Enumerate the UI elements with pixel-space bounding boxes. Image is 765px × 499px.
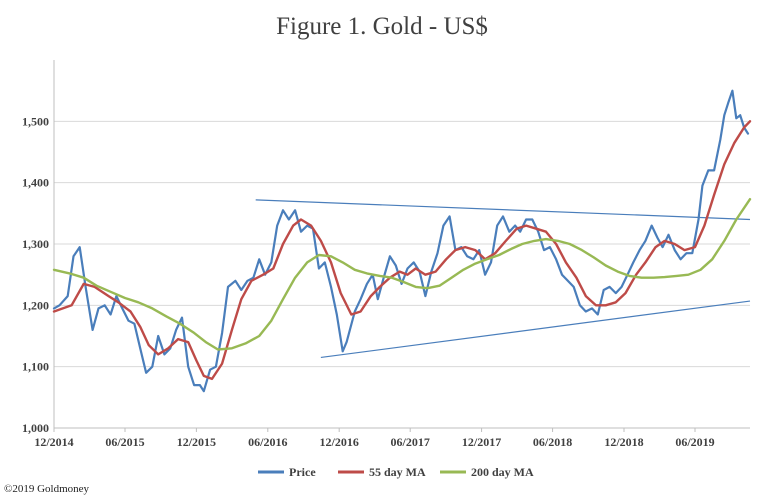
legend: Price 55 day MA 200 day MA	[258, 465, 534, 479]
x-tick-label: 12/2015	[177, 435, 216, 449]
gridlines	[54, 120, 750, 368]
legend-ma200: 200 day MA	[440, 465, 534, 479]
trendlines	[255, 199, 751, 359]
legend-price-label: Price	[289, 465, 316, 479]
data-series	[52, 89, 752, 393]
x-tick-label: 06/2016	[248, 435, 287, 449]
x-tick-label: 06/2017	[391, 435, 430, 449]
legend-ma55-label: 55 day MA	[369, 465, 426, 479]
y-tick-label: 1,300	[22, 237, 49, 251]
lower-trendline	[320, 300, 751, 359]
x-tick-label: 06/2015	[105, 435, 144, 449]
x-tick-label: 12/2017	[462, 435, 501, 449]
y-tick-label: 1,500	[22, 114, 49, 128]
legend-ma200-label: 200 day MA	[471, 465, 534, 479]
axes: 1,000 1,100 1,200 1,300 1,400 1,500 12/2014 06/…	[22, 60, 750, 449]
x-tick-label: 06/2018	[533, 435, 572, 449]
legend-price: Price	[258, 465, 316, 479]
legend-ma55: 55 day MA	[338, 465, 426, 479]
y-tick-label: 1,200	[22, 298, 49, 312]
price-line	[52, 89, 750, 393]
y-tick-label: 1,400	[22, 176, 49, 190]
ma55-line	[52, 120, 752, 381]
upper-trendline	[255, 199, 751, 221]
chart-title: Figure 1. Gold - US$	[276, 13, 488, 40]
x-tick-label: 12/2014	[34, 435, 73, 449]
y-tick-label: 1,100	[22, 360, 49, 374]
ma200-line	[52, 197, 752, 351]
copyright-text: ©2019 Goldmoney	[4, 483, 90, 495]
x-tick-label: 12/2018	[604, 435, 643, 449]
x-tick-label: 12/2016	[320, 435, 359, 449]
x-tick-label: 06/2019	[675, 435, 714, 449]
y-tick-label: 1,000	[22, 421, 49, 435]
